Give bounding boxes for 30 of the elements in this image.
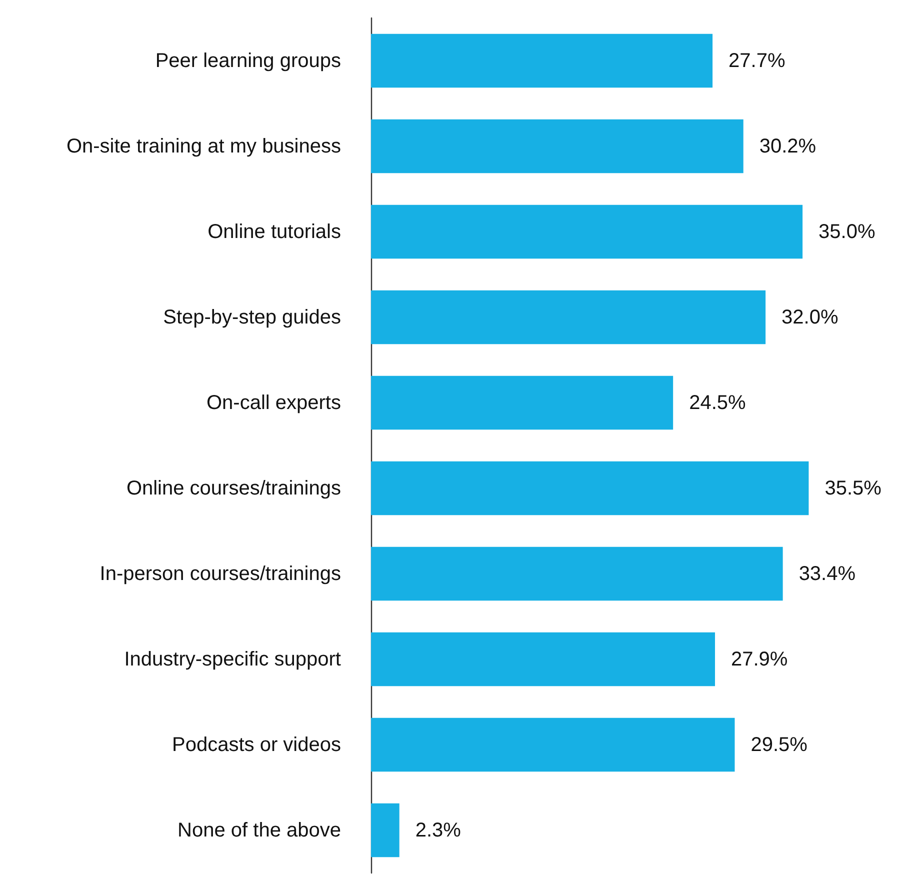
data-label: 29.5% — [750, 734, 808, 756]
bar — [371, 803, 400, 858]
y-tick-label: Online courses/trainings — [126, 477, 341, 500]
data-label: 35.5% — [824, 477, 882, 500]
data-label: 32.0% — [782, 306, 838, 328]
bar — [371, 34, 713, 88]
data-label: 35.0% — [818, 220, 876, 243]
y-tick-label: In-person courses/trainings — [100, 562, 341, 585]
data-label: 24.5% — [689, 392, 746, 414]
data-label: 30.2% — [759, 135, 816, 158]
bar — [371, 376, 674, 430]
y-tick-label: On-site training at my business — [66, 135, 341, 158]
y-tick-label: Industry-specific support — [124, 648, 342, 670]
y-tick-label: Peer learning groups — [155, 50, 341, 72]
y-tick-label: Online tutorials — [208, 220, 341, 243]
bar — [371, 718, 735, 772]
bar — [371, 546, 783, 601]
bar — [371, 290, 766, 344]
y-tick-label: None of the above — [178, 819, 341, 842]
y-tick-label: On-call experts — [206, 392, 341, 414]
y-tick-label: Step-by-step guides — [163, 306, 341, 328]
data-label: 2.3% — [415, 819, 462, 842]
bar — [371, 204, 803, 259]
data-label: 33.4% — [798, 562, 856, 585]
bar — [371, 119, 744, 174]
data-label: 27.9% — [731, 648, 788, 670]
bar — [371, 632, 715, 686]
y-tick-label: Podcasts or videos — [172, 734, 341, 756]
data-label: 27.7% — [728, 50, 786, 72]
bar — [371, 461, 809, 516]
